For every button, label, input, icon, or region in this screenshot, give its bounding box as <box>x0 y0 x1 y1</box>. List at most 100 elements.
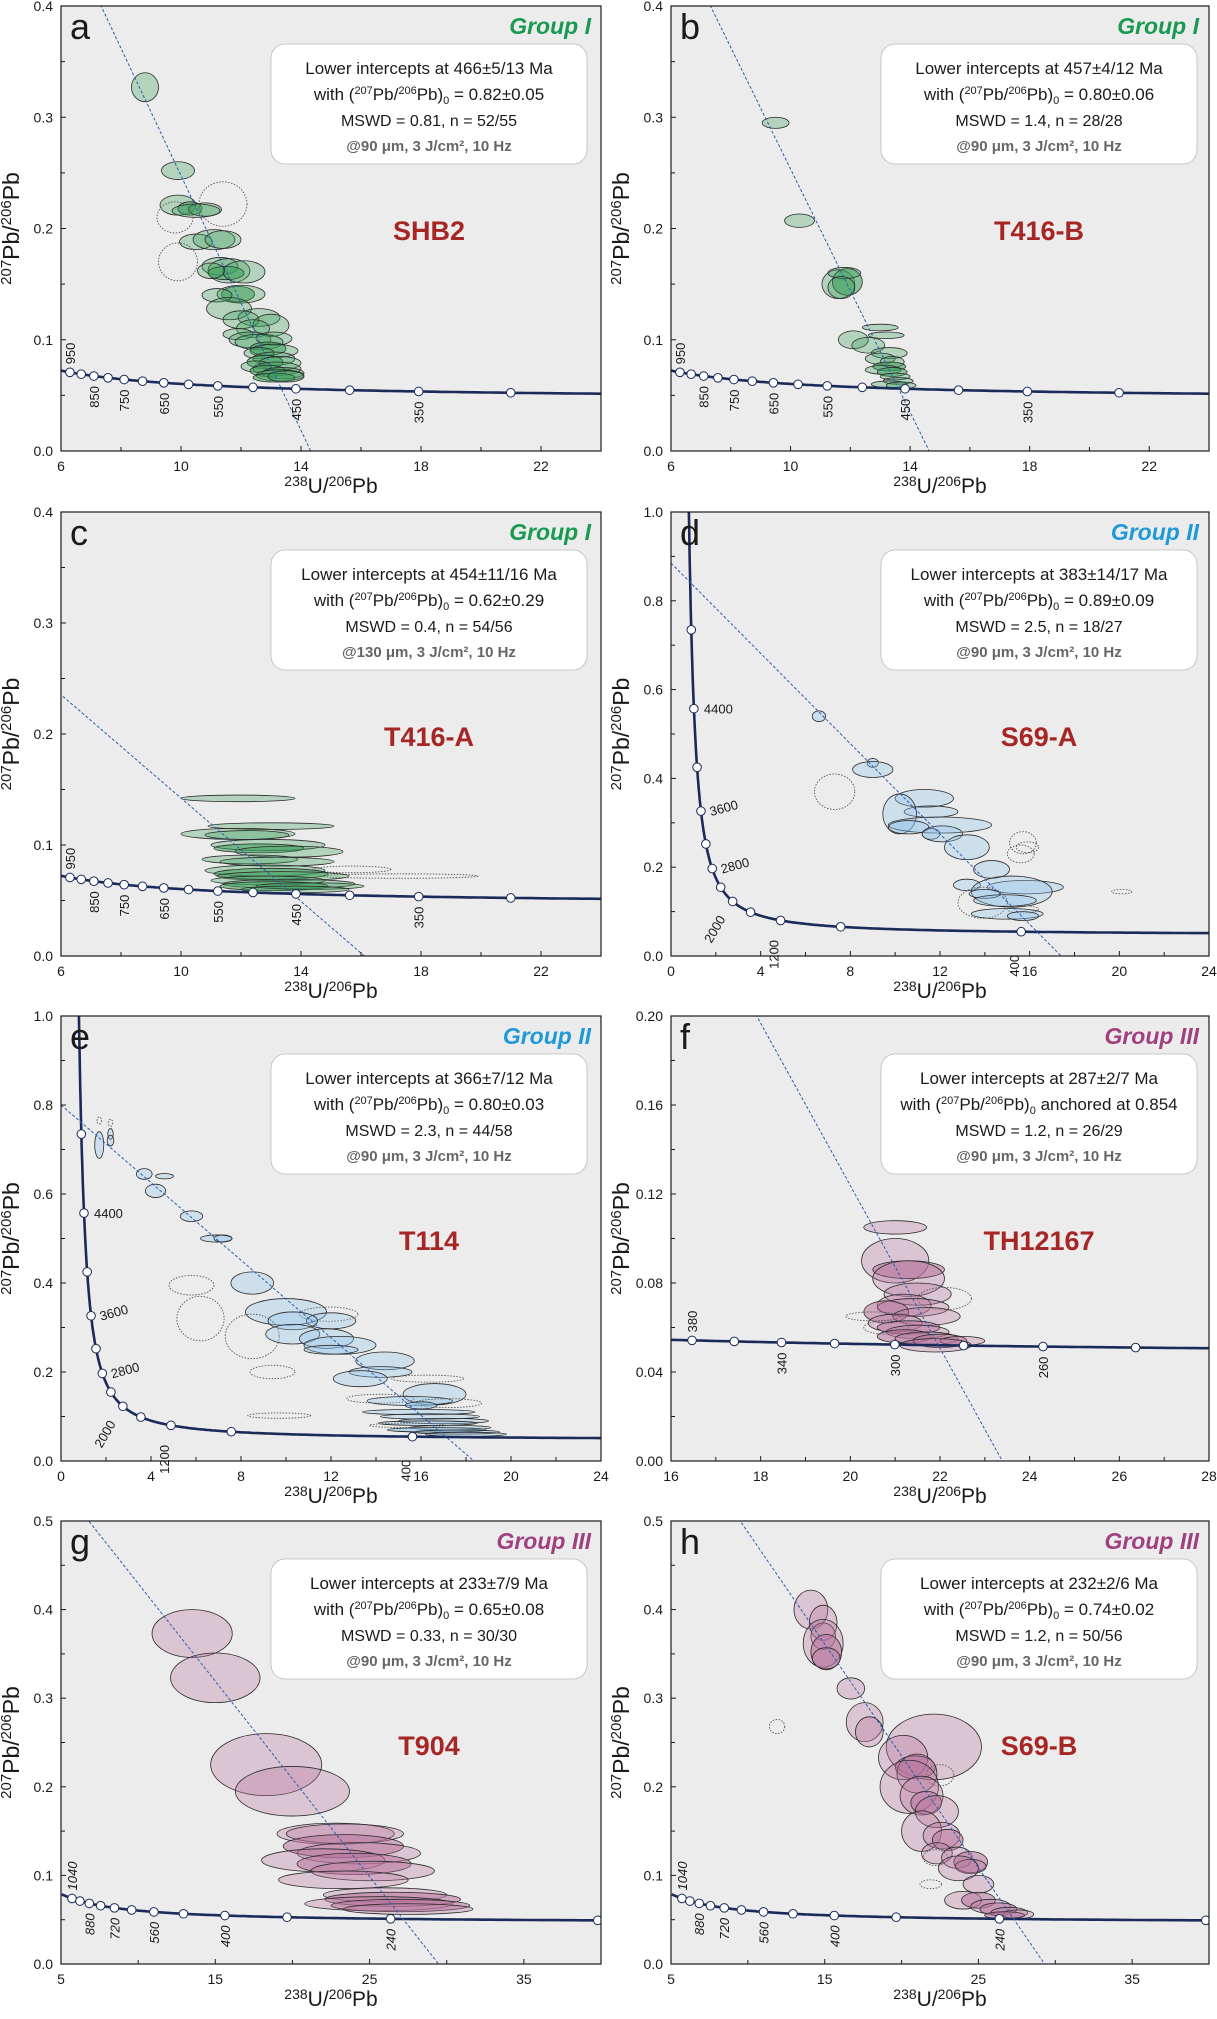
sup: 206 <box>329 978 353 994</box>
info-spot: @90 μm, 3 J/cm², 10 Hz <box>956 1653 1122 1670</box>
info-spot: @90 μm, 3 J/cm², 10 Hz <box>346 1148 512 1165</box>
concordia-age-label: 400 <box>827 1925 842 1947</box>
x-tick-label: 20 <box>1112 963 1128 979</box>
age-marker <box>213 886 223 896</box>
rejected-ellipse <box>176 1295 225 1342</box>
info-intercept: Lower intercepts at 454±11/16 Ma <box>301 565 557 584</box>
y-label-part: Pb <box>608 1686 634 1714</box>
x-label-part: Pb <box>961 475 987 498</box>
age-marker <box>857 382 868 393</box>
age-marker <box>1022 386 1033 397</box>
panel-letter: h <box>680 1521 700 1562</box>
y-tick-label: 0.0 <box>34 443 54 459</box>
info-spot: @90 μm, 3 J/cm², 10 Hz <box>956 644 1122 661</box>
info-mswd: MSWD = 0.81, n = 52/55 <box>341 113 517 130</box>
rejected-ellipse <box>247 1412 312 1419</box>
plot-content <box>671 512 1209 956</box>
sup: 206 <box>0 1210 15 1235</box>
data-ellipse <box>404 1401 438 1410</box>
y-label-part: Pb <box>608 1182 634 1210</box>
sup: 207 <box>0 260 15 285</box>
data-ellipse <box>895 1755 936 1780</box>
data-ellipse <box>135 1168 153 1180</box>
age-marker <box>226 1426 237 1437</box>
discordia-line <box>61 1104 475 1461</box>
data-ellipse <box>761 116 790 129</box>
age-marker <box>793 379 803 390</box>
plot-content <box>61 6 601 451</box>
info-text: with ( <box>923 591 965 610</box>
age-marker <box>719 1903 730 1913</box>
x-tick-label: 0 <box>667 963 675 979</box>
panel-f: 380 340 300 260 16 18 20 22 24 26 28 0.00 0.04 0.08 0.… <box>608 1008 1217 1508</box>
concordia-age-label: 400 <box>398 1460 413 1482</box>
sup: 206 <box>938 978 962 994</box>
age-marker <box>736 1905 747 1915</box>
info-text: = 0.82±0.05 <box>449 85 544 104</box>
rejected-ellipse <box>312 865 392 874</box>
y-label-part: Pb <box>0 678 24 706</box>
age-marker <box>166 1420 176 1431</box>
age-marker <box>248 887 258 898</box>
discordia-line <box>739 1521 1045 1964</box>
info-intercept: Lower intercepts at 233±7/9 Ma <box>310 1574 549 1593</box>
age-marker <box>103 372 113 383</box>
rejected-ellipse <box>198 181 248 227</box>
x-tick-label: 8 <box>237 1468 245 1484</box>
y-tick-label: 0.0 <box>644 948 664 964</box>
rejected-ellipse <box>391 1374 465 1383</box>
sample-name: T114 <box>399 1226 459 1256</box>
data-ellipse <box>303 1344 359 1355</box>
info-intercept: Lower intercepts at 287±2/7 Ma <box>920 1069 1159 1088</box>
sup: 207 <box>0 1774 15 1799</box>
data-ellipse <box>219 856 335 867</box>
y-label-part: Pb/ <box>0 1235 24 1270</box>
y-tick-label: 0.16 <box>636 1097 663 1113</box>
y-axis-label: 207Pb/206Pb <box>608 1182 634 1295</box>
rejected-ellipse <box>768 1719 786 1735</box>
age-marker <box>75 1896 85 1906</box>
info-text: Lower intercepts at 383±14/17 Ma <box>911 565 1168 584</box>
x-tick-label: 12 <box>932 963 948 979</box>
info-text: = 0.80±0.03 <box>449 1095 544 1114</box>
discordia-line <box>671 562 1062 956</box>
y-tick-label: 0.3 <box>644 1690 664 1706</box>
sup: 206 <box>1008 591 1026 603</box>
data-ellipse <box>921 1842 953 1865</box>
data-ellipse <box>883 1282 952 1306</box>
data-ellipse <box>144 1183 167 1198</box>
x-tick-label: 6 <box>57 458 65 474</box>
x-tick-label: 4 <box>757 963 765 979</box>
info-text: Lower intercepts at 233±7/9 Ma <box>310 1574 549 1593</box>
concordia-age-label: 750 <box>727 390 742 412</box>
data-ellipse <box>973 894 1037 907</box>
y-label-part: Pb/ <box>608 730 634 765</box>
y-tick-label: 0.12 <box>636 1186 663 1202</box>
x-tick-label: 18 <box>413 963 429 979</box>
data-ellipse <box>170 1652 261 1704</box>
concordia-age-label: 3600 <box>98 1302 130 1324</box>
age-marker <box>745 907 756 917</box>
age-marker <box>344 385 355 395</box>
concordia-age-label: 950 <box>63 848 78 870</box>
concordia-age-label: 240 <box>992 1928 1007 1951</box>
age-marker <box>282 1912 292 1923</box>
concordia-age-label: 720 <box>717 1917 732 1939</box>
age-marker <box>76 874 87 885</box>
age-marker <box>82 1267 92 1277</box>
concordia-age-label: 750 <box>117 390 132 412</box>
concordia-age-label: 1040 <box>675 1861 690 1891</box>
rejected-ellipse <box>107 1118 114 1127</box>
x-tick-label: 25 <box>362 1971 378 1987</box>
sample-name: T904 <box>398 1731 460 1761</box>
group-label: Group III <box>1104 1023 1199 1049</box>
age-marker <box>291 383 301 394</box>
discordia-line <box>100 6 312 451</box>
concordia-age-label: 450 <box>898 399 913 421</box>
sup: 207 <box>354 591 372 603</box>
age-marker <box>689 703 699 714</box>
age-marker <box>119 879 129 890</box>
sample-name: TH12167 <box>983 1226 1094 1256</box>
plot-content <box>61 694 601 956</box>
data-ellipse <box>348 1366 413 1378</box>
